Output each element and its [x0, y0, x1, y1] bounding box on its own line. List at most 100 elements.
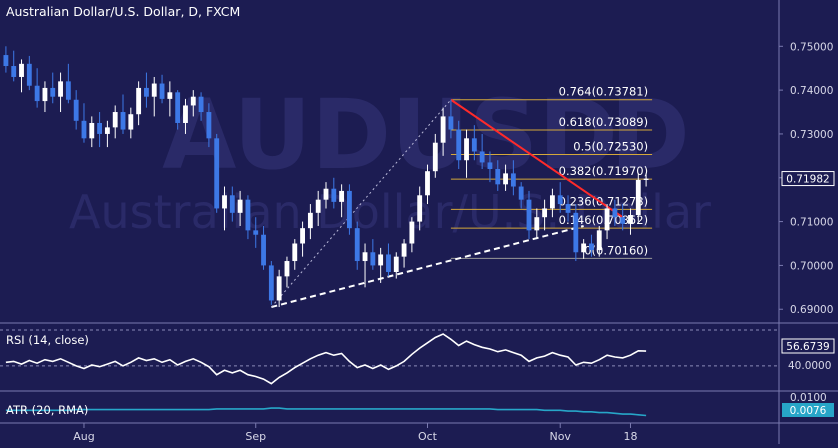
candle-body [362, 252, 368, 262]
candle-body [518, 186, 524, 200]
candle-body [378, 254, 384, 266]
candle-body [643, 178, 649, 180]
candle-body [565, 204, 571, 213]
candle-body [268, 265, 274, 301]
candle-body [479, 151, 485, 163]
candle-body [89, 122, 95, 139]
fib-level-label: 0.618(0.73089) [559, 115, 648, 129]
candle-body [97, 122, 103, 134]
watermark-name: Australian Dollar/U.S. Dollar [69, 185, 711, 239]
candle-body [245, 199, 251, 231]
watermark-symbol: AUDUSD [162, 79, 618, 191]
candle-body [26, 63, 32, 86]
candle-body [261, 234, 266, 266]
candle-body [206, 112, 212, 139]
candle-body [237, 199, 243, 213]
candle-body [487, 162, 493, 169]
candle-body [456, 129, 462, 161]
candle-body [19, 63, 24, 77]
candle-body [175, 92, 181, 123]
atr-level-label: 0.0100 [790, 392, 827, 404]
candle-body [315, 199, 321, 213]
candle-body [81, 120, 87, 139]
candle-body [557, 195, 563, 205]
candle-body [510, 173, 516, 187]
candle-body [409, 221, 415, 244]
candle-body [42, 87, 48, 102]
candle-body [50, 87, 56, 97]
candle-body [503, 173, 508, 185]
time-tick-label: Aug [73, 430, 94, 443]
candle-body [73, 99, 79, 121]
candle-body [253, 230, 259, 235]
time-tick-label: Sep [245, 430, 266, 443]
candle-body [393, 256, 399, 272]
candle-body [347, 190, 352, 229]
candle-body [464, 138, 469, 161]
trendlines [270, 98, 624, 309]
price-tick-label: 0.69000 [790, 304, 833, 316]
candle-body [300, 228, 305, 244]
time-tick-label: Oct [418, 430, 438, 443]
candle-body [581, 243, 587, 253]
atr-value-label: 0.0076 [790, 405, 827, 417]
candle-body [222, 195, 227, 209]
candle-body [276, 276, 282, 301]
rsi-level-label: 40.0000 [788, 360, 831, 372]
candle-body [284, 261, 290, 277]
resistance-trendline [450, 98, 624, 219]
rsi-value-label: 56.6739 [786, 341, 829, 353]
candle-body [370, 252, 376, 266]
candle-body [159, 83, 165, 99]
candle-body [432, 142, 438, 172]
candle-body [331, 188, 337, 202]
watermark-suffix: D [610, 79, 690, 191]
rsi-line [5, 333, 647, 385]
candle-body [144, 87, 149, 97]
fib-level-label: 0.764(0.73781) [559, 85, 648, 99]
candle-body [136, 87, 142, 115]
price-tick-label: 0.74000 [790, 85, 833, 97]
atr-label: ATR (20, RMA) [6, 403, 88, 417]
fib-level-label: 0.146(0.70852) [559, 213, 648, 227]
fib-level-label: 0.5(0.72530) [573, 140, 648, 154]
candle-body [604, 208, 610, 231]
price-tick-label: 0.71000 [790, 217, 833, 229]
candle-body [628, 215, 633, 224]
price-tick-label: 0.75000 [790, 41, 833, 53]
candle-body [3, 55, 9, 67]
candle-body [354, 228, 360, 262]
candle-body [58, 81, 63, 97]
candle-body [448, 116, 454, 130]
current-price-label: 0.71982 [786, 174, 829, 186]
candle-body [612, 208, 618, 218]
atr-line [5, 407, 647, 417]
candle-body [635, 179, 641, 216]
time-axis: Aug Sep Oct Nov 18 [73, 423, 637, 443]
candle-body [34, 85, 40, 102]
candle-body [112, 112, 118, 128]
rsi-value-box [781, 338, 835, 354]
candle-body [190, 96, 196, 106]
fib-level-label: 0.382(0.71970) [559, 164, 648, 178]
candle-body [440, 116, 446, 143]
candle-body [417, 195, 423, 222]
candle-body [425, 171, 430, 196]
candle-body [104, 127, 110, 134]
time-tick-label: 18 [623, 430, 637, 443]
candle-body [542, 208, 548, 218]
price-tick-label: 0.73000 [790, 129, 833, 141]
candle-body [596, 230, 602, 251]
candle-body [292, 243, 298, 262]
candle-body [620, 217, 626, 224]
candle-body [323, 188, 329, 200]
candle-body [229, 195, 235, 213]
candle-body [128, 114, 134, 130]
candle-body [495, 169, 501, 185]
candle-body [534, 217, 540, 231]
candlesticks [3, 46, 649, 308]
fib-level-label: 0.236(0.71278) [559, 194, 648, 208]
current-price-tag: 0.71982 [781, 171, 835, 187]
